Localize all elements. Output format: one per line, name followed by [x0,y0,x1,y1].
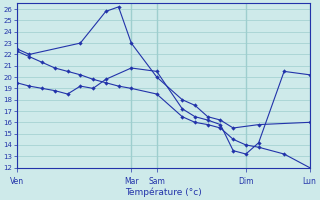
X-axis label: Température (°c): Température (°c) [125,187,202,197]
